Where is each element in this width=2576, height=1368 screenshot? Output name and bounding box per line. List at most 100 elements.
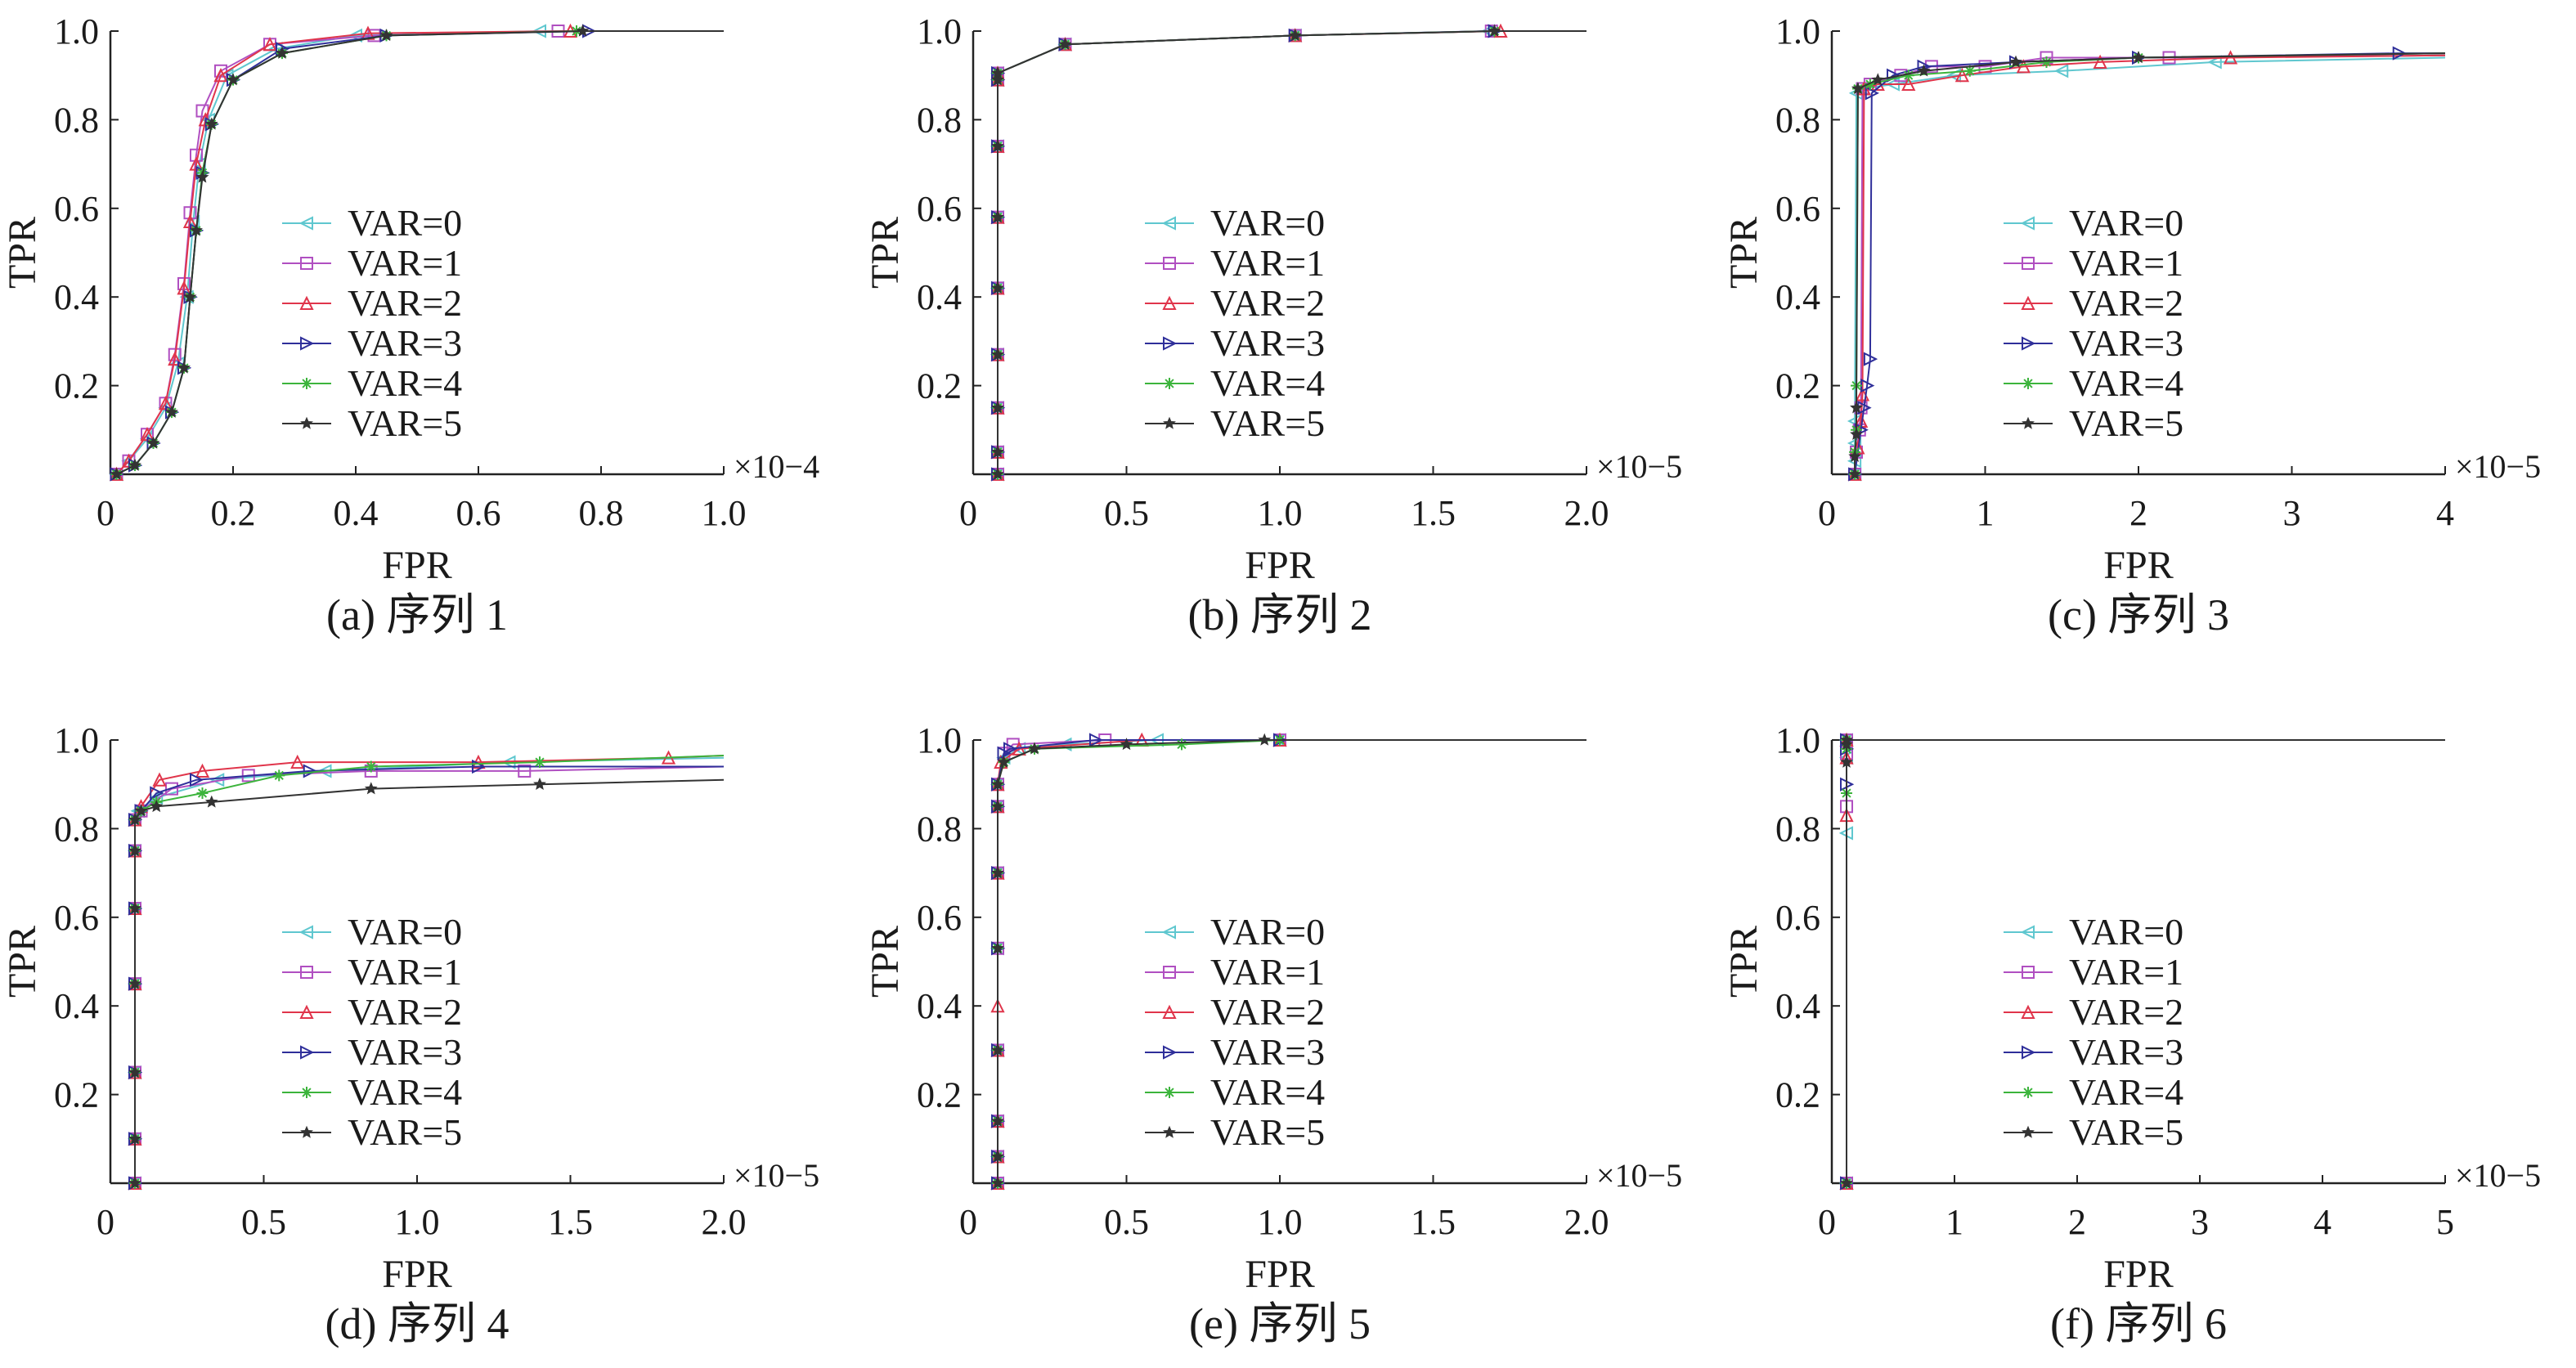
x-tick-label: 1.0 <box>702 493 747 533</box>
data-point-marker <box>1162 295 1177 310</box>
x-tick-label: 0 <box>96 493 114 533</box>
data-point-marker <box>2021 1004 2035 1019</box>
data-point-marker <box>379 29 393 42</box>
legend-label: VAR=0 <box>348 202 462 244</box>
y-tick-label: 0.6 <box>1775 898 1820 938</box>
data-point-marker <box>533 777 546 790</box>
series-var-5 <box>991 733 1586 1189</box>
data-point-marker <box>300 1045 315 1060</box>
y-tick-label: 0.4 <box>1775 277 1820 317</box>
data-point-marker <box>1176 738 1187 751</box>
y-tick-label: 0.2 <box>1775 366 1820 406</box>
y-tick-label: 0.2 <box>54 1075 99 1115</box>
legend-label: VAR=0 <box>1210 202 1325 244</box>
y-tick-label: 1.0 <box>1775 11 1820 52</box>
x-tick-label: 0.2 <box>211 493 256 533</box>
data-point-marker <box>991 941 1004 954</box>
x-tick-label: 1.0 <box>395 1202 440 1242</box>
legend-label: VAR=2 <box>348 991 462 1033</box>
legend-label: VAR=1 <box>1210 242 1325 284</box>
legend-label: VAR=2 <box>1210 991 1325 1033</box>
data-point-marker <box>204 795 218 808</box>
y-tick-label: 0.4 <box>917 986 962 1026</box>
data-point-marker <box>364 782 378 795</box>
data-point-marker <box>165 405 178 418</box>
legend-label: VAR=4 <box>1210 362 1325 404</box>
data-point-marker <box>991 1114 1004 1127</box>
x-axis-label: FPR <box>1245 1253 1314 1296</box>
data-point-marker <box>576 24 590 37</box>
data-point-marker <box>298 216 313 231</box>
x-tick-label: 0 <box>1818 493 1836 533</box>
x-tick-label: 0 <box>959 1202 977 1242</box>
y-tick-label: 0.8 <box>1775 100 1820 140</box>
x-axis-exponent: ×10−5 <box>734 1157 819 1194</box>
chart-panel-5: 0 0.5 1.0 1.5 2.0 0.2 0.4 0.6 0.8 1.0 ×10−5 FPR TPR (… <box>864 720 1682 1348</box>
legend-label: VAR=3 <box>348 1031 462 1073</box>
legend-label: VAR=0 <box>2069 911 2183 953</box>
data-point-marker <box>1902 70 1914 82</box>
data-point-marker <box>128 458 141 471</box>
legend-label: VAR=2 <box>348 282 462 324</box>
y-axis-label: TPR <box>1722 217 1766 289</box>
data-point-marker <box>991 1150 1004 1163</box>
data-point-marker <box>1848 467 1862 480</box>
x-tick-label: 2.0 <box>1564 1202 1609 1242</box>
data-point-marker <box>1865 86 1879 101</box>
data-point-marker <box>301 378 312 389</box>
data-point-marker <box>2022 257 2035 270</box>
y-tick-label: 0.4 <box>1775 986 1820 1026</box>
data-point-marker <box>165 782 178 796</box>
x-tick-label: 0 <box>1818 1202 1836 1242</box>
data-point-marker <box>152 772 167 787</box>
data-point-marker <box>301 1087 312 1098</box>
data-point-marker <box>290 754 305 769</box>
x-tick-label: 0.4 <box>334 493 379 533</box>
panel-caption: (b) 序列 2 <box>1188 590 1372 639</box>
x-tick-label: 2.0 <box>702 1202 747 1242</box>
chart-panel-3: 0 1 2 3 4 0.2 0.4 0.6 0.8 1.0 ×10−5 FPR TPR (c) 序列 3 V… <box>1722 11 2541 639</box>
legend-label: VAR=4 <box>1210 1071 1325 1113</box>
x-tick-label: 0.5 <box>1104 1202 1149 1242</box>
y-tick-label: 0.2 <box>917 366 962 406</box>
data-point-marker <box>110 467 123 480</box>
y-tick-label: 0.8 <box>1775 809 1820 849</box>
data-point-marker <box>299 1004 314 1019</box>
x-tick-label: 2 <box>2129 493 2147 533</box>
x-axis-exponent: ×10−4 <box>734 448 819 485</box>
data-point-marker <box>195 763 210 778</box>
data-point-marker <box>146 436 160 449</box>
x-axis-label: FPR <box>2103 1253 2173 1296</box>
data-point-marker <box>991 139 1004 152</box>
y-axis-label: TPR <box>1 926 44 998</box>
legend-label: VAR=1 <box>1210 951 1325 993</box>
series-var-5 <box>128 777 725 1189</box>
legend-label: VAR=1 <box>348 242 462 284</box>
data-point-marker <box>991 281 1004 294</box>
data-point-marker <box>150 786 164 801</box>
data-point-marker <box>1089 733 1104 747</box>
data-point-marker <box>2022 1045 2036 1060</box>
x-tick-label: 4 <box>2436 493 2454 533</box>
x-tick-label: 3 <box>2191 1202 2209 1242</box>
data-point-marker <box>273 769 285 782</box>
series-line <box>116 30 724 475</box>
y-tick-label: 1.0 <box>54 720 99 760</box>
data-point-marker <box>2022 416 2035 429</box>
legend-label: VAR=5 <box>348 1111 462 1153</box>
y-tick-label: 0.6 <box>54 898 99 938</box>
data-point-marker <box>2132 51 2145 64</box>
data-point-marker <box>183 289 197 303</box>
series-line <box>1854 52 2446 474</box>
data-point-marker <box>128 844 141 857</box>
data-point-marker <box>991 210 1004 223</box>
legend-label: VAR=3 <box>2069 322 2183 364</box>
data-point-marker <box>128 1132 141 1145</box>
y-tick-label: 0.8 <box>917 809 962 849</box>
data-point-marker <box>348 28 362 43</box>
data-point-marker <box>991 1043 1004 1056</box>
x-tick-label: 1.0 <box>1258 1202 1303 1242</box>
legend-label: VAR=0 <box>2069 202 2183 244</box>
